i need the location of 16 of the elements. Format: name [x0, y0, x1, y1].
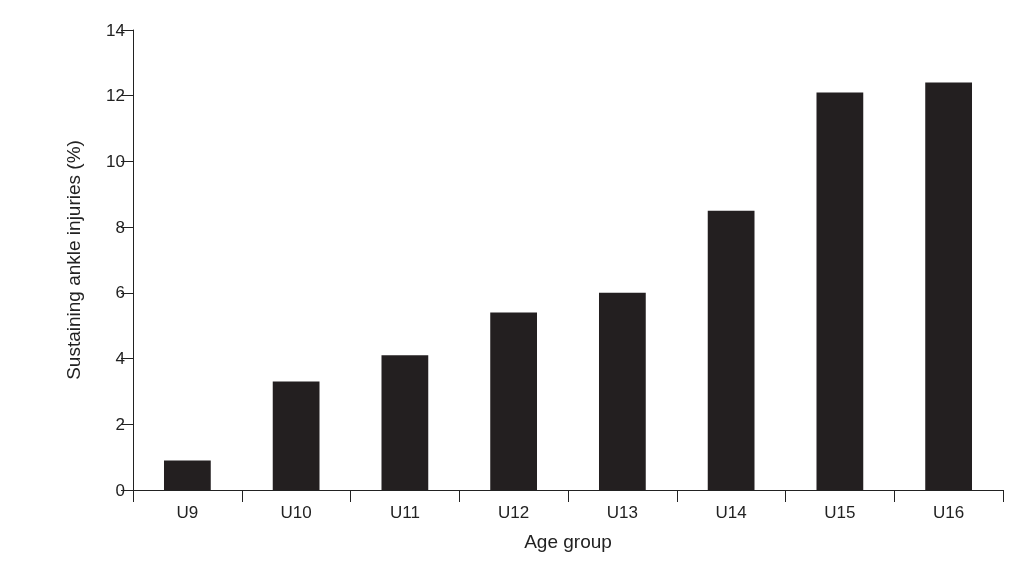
y-tick-label: 12 [106, 86, 125, 106]
x-tick-label: U14 [715, 503, 747, 522]
x-tick-label: U15 [824, 503, 856, 522]
y-tick-label: 0 [115, 480, 125, 500]
y-axis-title: Sustaining ankle injuries (%) [63, 140, 84, 380]
y-tick-label: 2 [115, 414, 125, 434]
x-tick-label: U11 [389, 503, 420, 522]
x-tick-label: U13 [606, 503, 638, 522]
x-tick-label: U10 [280, 503, 312, 522]
y-tick-label: 14 [106, 20, 125, 40]
x-tick-label: U9 [176, 503, 199, 522]
x-tick-label: U16 [933, 503, 965, 522]
x-tick-label: U12 [498, 503, 530, 522]
y-tick-label: 10 [106, 151, 125, 171]
x-axis-title: Age group [524, 531, 612, 552]
y-tick-label: 6 [115, 283, 125, 303]
